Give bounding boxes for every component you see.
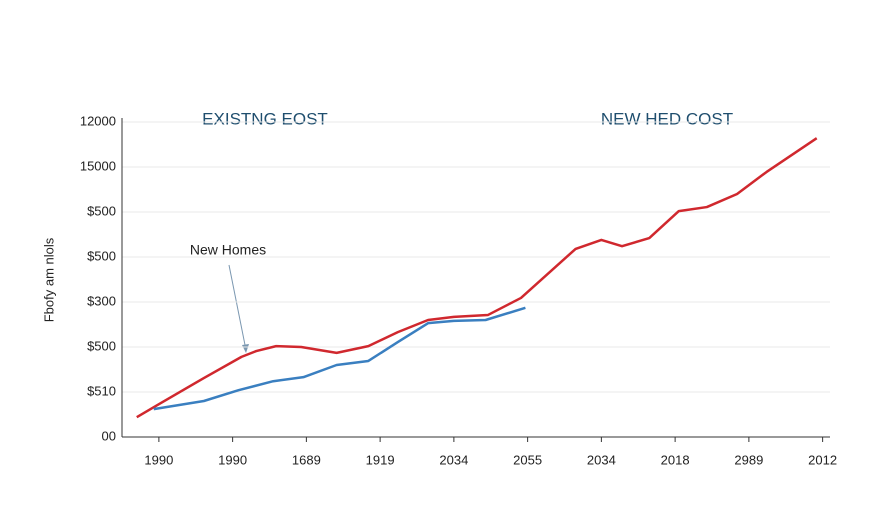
x-tick-label: 2012	[808, 452, 837, 467]
x-tick-label: 2034	[439, 452, 468, 467]
line	[153, 306, 526, 411]
x-tick-label: 2989	[734, 452, 763, 467]
y-tick-label: $500	[87, 203, 116, 218]
y-tick-label: 00	[102, 428, 116, 443]
y-tick-label: 15000	[80, 158, 116, 173]
y-axis-label: Fbofy am nlols	[41, 237, 56, 322]
y-tick-label: 12000	[80, 113, 116, 128]
line	[136, 137, 818, 419]
annotation-arrow	[228, 264, 247, 351]
arrow-head	[242, 344, 249, 353]
annotation: New Homes	[190, 242, 266, 258]
x-tick-label: 2018	[661, 452, 690, 467]
y-tick-label: $300	[87, 293, 116, 308]
x-tick-label: 1689	[292, 452, 321, 467]
y-tick-label: $510	[87, 383, 116, 398]
x-tick-label: 2034	[587, 452, 616, 467]
x-tick-label: 1990	[218, 452, 247, 467]
annotation: EXISTNG EOST	[202, 109, 328, 128]
x-tick-label: 2055	[513, 452, 542, 467]
y-tick-label: $500	[87, 248, 116, 263]
annotation: NEW HED COST	[601, 109, 733, 128]
x-tick-label: 1990	[144, 452, 173, 467]
x-tick-label: 1919	[366, 452, 395, 467]
y-tick-label: $500	[87, 338, 116, 353]
